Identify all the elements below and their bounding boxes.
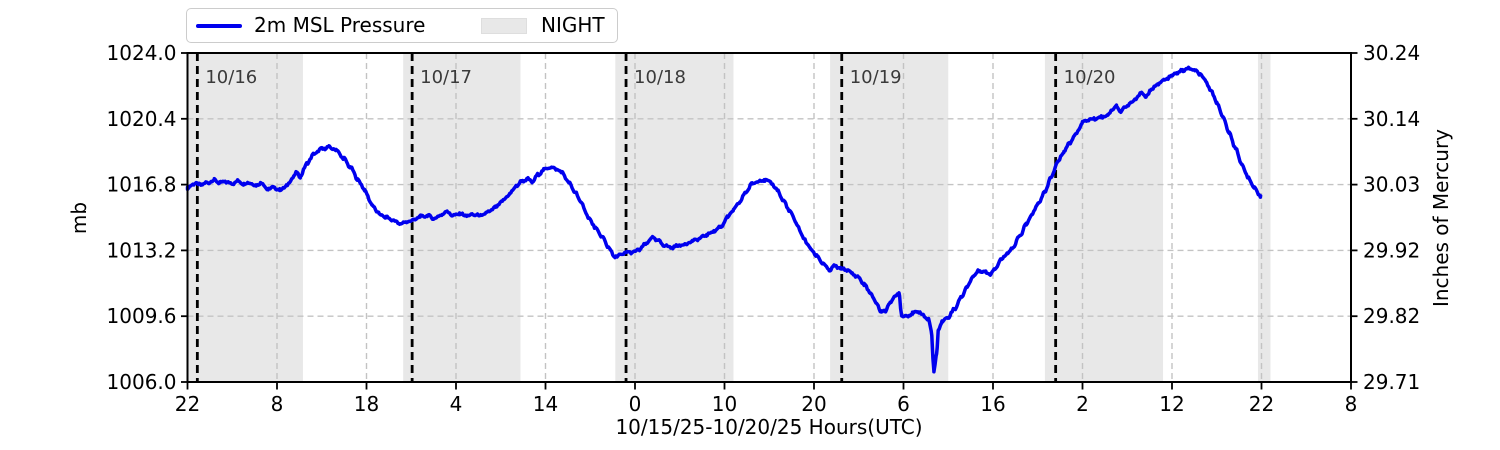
x-tick-label: 4: [450, 392, 463, 416]
y-tick-label-right: 29.71: [1363, 370, 1420, 394]
y-tick-label-left: 1020.4: [107, 107, 177, 131]
night-span: [187, 53, 303, 382]
x-tick-label: 10: [712, 392, 737, 416]
y-tick-label-left: 1009.6: [107, 304, 177, 328]
y-tick-label-right: 29.92: [1363, 238, 1420, 262]
x-tick-label: 22: [175, 392, 200, 416]
x-tick-label: 6: [897, 392, 910, 416]
night-span: [615, 53, 734, 382]
x-tick-label: 8: [1345, 392, 1358, 416]
night-span: [830, 53, 949, 382]
day-boundary-label: 10/16: [205, 67, 257, 88]
plot-border: [186, 52, 1352, 383]
night-span: [1257, 53, 1271, 382]
y-tick-label-right: 29.82: [1363, 304, 1420, 328]
pressure-line: [185, 65, 1263, 374]
y-tick-label-right: 30.03: [1363, 173, 1420, 197]
x-tick-label: 14: [533, 392, 558, 416]
y-tick-label-left: 1024.0: [107, 41, 177, 65]
day-boundary-label: 10/17: [420, 67, 472, 88]
x-tick-label: 16: [980, 392, 1005, 416]
day-boundary-label: 10/20: [1064, 67, 1116, 88]
pressure-line-sample: [196, 24, 242, 28]
y-tick-label-right: 30.14: [1363, 107, 1420, 131]
legend-label-pressure: 2m MSL Pressure: [254, 13, 426, 37]
legend-label-night: NIGHT: [541, 13, 605, 37]
y-tick-label-left: 1016.8: [107, 173, 177, 197]
day-boundary-label: 10/18: [634, 67, 686, 88]
y-tick-label-left: 1013.2: [107, 238, 177, 262]
x-tick-label: 0: [629, 392, 642, 416]
legend: 2m MSL Pressure NIGHT: [186, 8, 618, 43]
day-boundary-label: 10/19: [850, 67, 902, 88]
x-tick-label: 12: [1159, 392, 1184, 416]
night-patch-sample: [481, 18, 527, 34]
y-tick-label-right: 30.24: [1363, 41, 1420, 65]
night-span: [1044, 53, 1164, 382]
x-tick-label: 22: [1249, 392, 1274, 416]
x-tick-label: 18: [354, 392, 379, 416]
y-tick-label-left: 1006.0: [107, 370, 177, 394]
x-tick-label: 20: [801, 392, 826, 416]
x-tick-label: 8: [271, 392, 284, 416]
x-tick-label: 2: [1076, 392, 1089, 416]
